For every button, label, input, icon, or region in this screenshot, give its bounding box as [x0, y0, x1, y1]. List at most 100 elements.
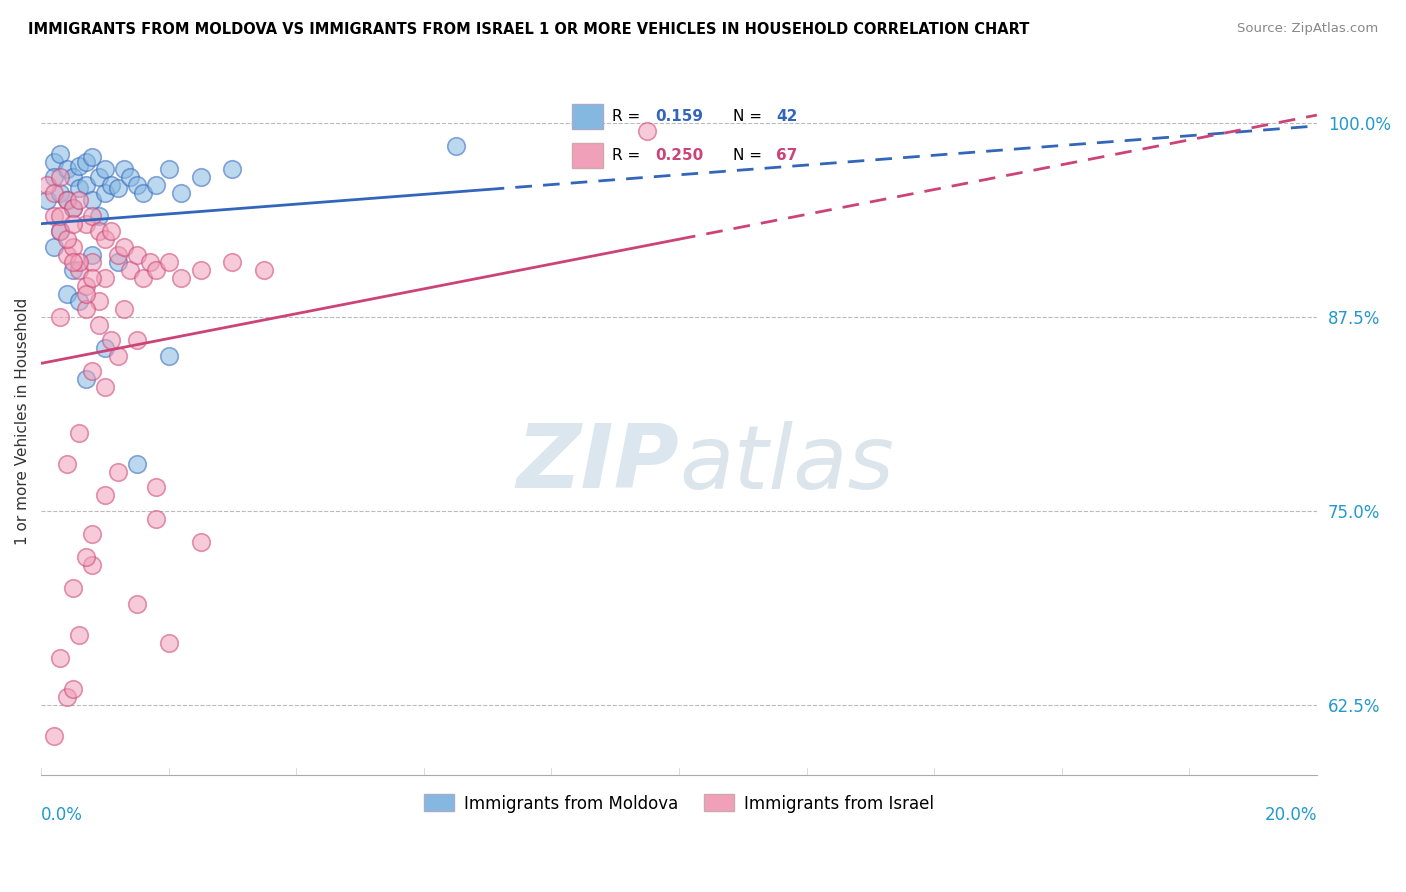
Point [125, 178, 148, 192]
Point [125, 597, 148, 611]
Point [62, 263, 84, 277]
Text: 42: 42 [776, 109, 797, 124]
Point [145, 511, 167, 525]
Point [87, 224, 110, 238]
Point [100, 178, 122, 192]
Point [67, 294, 90, 309]
Point [87, 318, 110, 332]
Point [75, 217, 97, 231]
Point [67, 194, 90, 208]
Point [221, 255, 243, 269]
FancyBboxPatch shape [572, 143, 603, 169]
Point [120, 263, 142, 277]
Point [55, 286, 77, 301]
Point [37, 178, 59, 192]
Point [170, 271, 193, 285]
Point [49, 146, 72, 161]
Point [62, 240, 84, 254]
Point [636, 123, 658, 137]
Text: IMMIGRANTS FROM MOLDOVA VS IMMIGRANTS FROM ISRAEL 1 OR MORE VEHICLES IN HOUSEHOL: IMMIGRANTS FROM MOLDOVA VS IMMIGRANTS FR… [28, 22, 1029, 37]
Point [112, 240, 135, 254]
Point [82, 558, 104, 573]
Point [49, 209, 72, 223]
Point [42, 729, 65, 743]
Point [75, 550, 97, 565]
Point [221, 162, 243, 177]
Point [87, 170, 110, 185]
Point [62, 201, 84, 215]
Point [132, 186, 155, 200]
Point [94, 271, 117, 285]
Point [42, 154, 65, 169]
Point [157, 349, 180, 363]
Point [82, 364, 104, 378]
Point [82, 248, 104, 262]
Point [42, 170, 65, 185]
Point [82, 194, 104, 208]
Point [170, 186, 193, 200]
Point [107, 349, 129, 363]
Point [62, 582, 84, 596]
Point [75, 286, 97, 301]
Point [49, 651, 72, 665]
Point [107, 255, 129, 269]
Point [55, 194, 77, 208]
Point [107, 248, 129, 262]
Point [94, 186, 117, 200]
Point [100, 333, 122, 347]
Y-axis label: 1 or more Vehicles in Household: 1 or more Vehicles in Household [15, 298, 30, 545]
FancyBboxPatch shape [572, 103, 603, 129]
Point [132, 271, 155, 285]
Point [190, 263, 212, 277]
Point [82, 271, 104, 285]
Point [67, 181, 90, 195]
Point [75, 301, 97, 316]
Point [82, 150, 104, 164]
Point [67, 255, 90, 269]
Point [75, 178, 97, 192]
Point [94, 341, 117, 355]
Point [253, 263, 276, 277]
Point [94, 232, 117, 246]
Point [55, 162, 77, 177]
Point [37, 194, 59, 208]
Point [107, 181, 129, 195]
Point [49, 224, 72, 238]
Point [107, 465, 129, 479]
Point [49, 224, 72, 238]
Point [62, 217, 84, 231]
Point [138, 255, 160, 269]
Point [42, 240, 65, 254]
Text: N =: N = [733, 148, 766, 163]
Point [145, 263, 167, 277]
Point [55, 232, 77, 246]
Point [42, 209, 65, 223]
Point [157, 255, 180, 269]
Text: R =: R = [612, 148, 645, 163]
Point [55, 194, 77, 208]
Point [82, 209, 104, 223]
Point [190, 534, 212, 549]
Text: N =: N = [733, 109, 766, 124]
Text: R =: R = [612, 109, 645, 124]
Point [62, 201, 84, 215]
Point [67, 628, 90, 642]
Point [62, 255, 84, 269]
Point [67, 159, 90, 173]
Point [42, 186, 65, 200]
Point [75, 372, 97, 386]
Text: 0.250: 0.250 [655, 148, 703, 163]
Point [145, 481, 167, 495]
Point [55, 690, 77, 704]
Point [112, 162, 135, 177]
Text: 0.159: 0.159 [655, 109, 703, 124]
Text: Source: ZipAtlas.com: Source: ZipAtlas.com [1237, 22, 1378, 36]
Point [87, 294, 110, 309]
Point [82, 255, 104, 269]
Point [94, 162, 117, 177]
Point [82, 527, 104, 541]
Point [125, 248, 148, 262]
Legend: Immigrants from Moldova, Immigrants from Israel: Immigrants from Moldova, Immigrants from… [418, 788, 941, 819]
Point [444, 139, 467, 153]
Point [75, 278, 97, 293]
